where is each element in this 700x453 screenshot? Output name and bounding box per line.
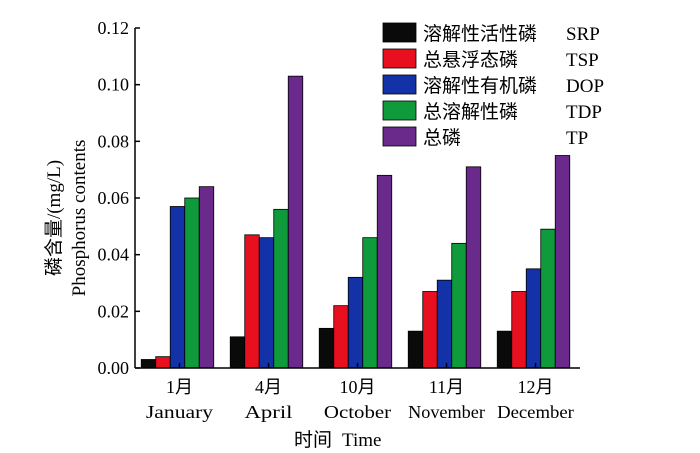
bar-tdp-4 [540, 228, 556, 369]
bar-tdp-1 [273, 208, 289, 369]
bar-tdp-3 [451, 242, 467, 369]
legend-label-code: TSP [566, 50, 599, 71]
bar-tsp-1 [244, 234, 260, 369]
y-tick-label: 0.12 [98, 18, 130, 38]
x-tick-label-cn: 11月 [429, 377, 464, 397]
legend-label-code: TDP [566, 102, 602, 123]
y-axis-label-cn: 磷含量/(mg/L) [43, 160, 65, 276]
bar-tsp-2 [333, 305, 349, 369]
x-tick-label-cn: 10月 [340, 377, 376, 397]
legend-swatch-srp [382, 22, 417, 43]
y-axis-label-en: Phosphorus contents [69, 140, 90, 297]
bar-srp-2 [318, 327, 335, 369]
y-ticks: 0.00 0.02 0.04 0.06 0.08 0.10 0.12 [98, 18, 140, 378]
x-tick-label-en: October [324, 402, 391, 422]
y-tick-label: 0.08 [98, 131, 130, 151]
y-tick-label: 0.10 [98, 75, 130, 95]
y-tick-label: 0.00 [98, 358, 130, 378]
legend-swatch-tdp [382, 100, 417, 121]
bar-tsp-3 [422, 291, 438, 369]
x-tick-label-en: January [146, 402, 213, 422]
legend-label-cn: 总磷 [423, 127, 461, 149]
bar-tdp-2 [362, 237, 378, 369]
y-tick-label: 0.06 [98, 188, 130, 208]
legend-swatch-tp [382, 126, 417, 147]
legend-label-code: DOP [566, 76, 604, 97]
bar-tsp-4 [511, 291, 527, 369]
legend-label-cn: 溶解性活性磷 [423, 23, 537, 45]
bars-layer [140, 75, 571, 369]
bar-tp-1 [287, 75, 304, 369]
bar-tp-2 [376, 174, 393, 369]
bar-srp-4 [496, 330, 513, 369]
x-tick-label-cn: 1月 [166, 377, 193, 397]
bar-tdp-0 [184, 197, 200, 369]
bar-tsp-0 [155, 356, 171, 369]
bar-dop-2 [347, 276, 364, 369]
x-tick-label-en: November [408, 402, 485, 422]
legend-label-code: TP [566, 128, 588, 149]
x-ticks: 1月 January 4月 April 10月 October 11月 November 12月… [146, 363, 574, 422]
bar-srp-3 [407, 330, 424, 369]
x-axis-label-cn: 时间 [294, 429, 332, 451]
legend-label-cn: 溶解性有机磷 [423, 75, 537, 97]
y-tick-label: 0.02 [98, 301, 130, 321]
x-tick-label-en: April [245, 402, 293, 422]
bar-dop-3 [436, 279, 453, 369]
legend-label-code: SRP [566, 24, 600, 45]
bar-srp-0 [140, 359, 157, 369]
bar-dop-1 [258, 237, 275, 369]
bar-tp-0 [198, 186, 215, 369]
x-axis-label-en: Time [342, 430, 381, 451]
x-tick-label-cn: 4月 [255, 377, 282, 397]
x-tick-label-en: December [497, 402, 574, 422]
legend-swatch-dop [382, 74, 417, 95]
y-tick-label: 0.04 [98, 245, 130, 265]
bar-tp-4 [554, 155, 571, 369]
bar-dop-0 [169, 206, 186, 369]
bar-tp-3 [465, 166, 482, 369]
legend-swatch-tsp [382, 48, 417, 69]
bar-srp-1 [229, 336, 246, 369]
legend-label-cn: 总溶解性磷 [423, 101, 518, 123]
bar-dop-4 [525, 268, 542, 369]
x-tick-label-cn: 12月 [518, 377, 554, 397]
legend: 溶解性活性磷 SRP 总悬浮态磷 TSP 溶解性有机磷 DOP 总溶解性磷 TDP 总磷 TP [382, 22, 604, 149]
legend-label-cn: 总悬浮态磷 [423, 49, 518, 71]
